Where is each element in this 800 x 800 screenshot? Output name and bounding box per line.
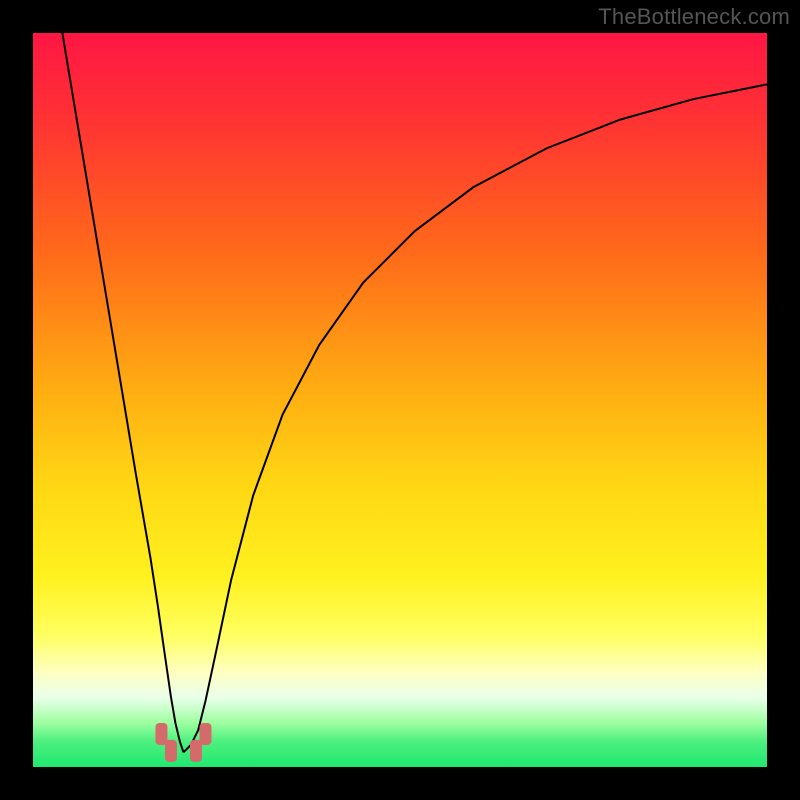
watermark: TheBottleneck.com xyxy=(598,4,790,30)
bottleneck-chart xyxy=(0,0,800,800)
plot-background xyxy=(33,33,767,767)
tick-marker xyxy=(199,723,211,745)
tick-marker xyxy=(165,740,177,762)
chart-container: { "watermark": "TheBottleneck.com", "wat… xyxy=(0,0,800,800)
